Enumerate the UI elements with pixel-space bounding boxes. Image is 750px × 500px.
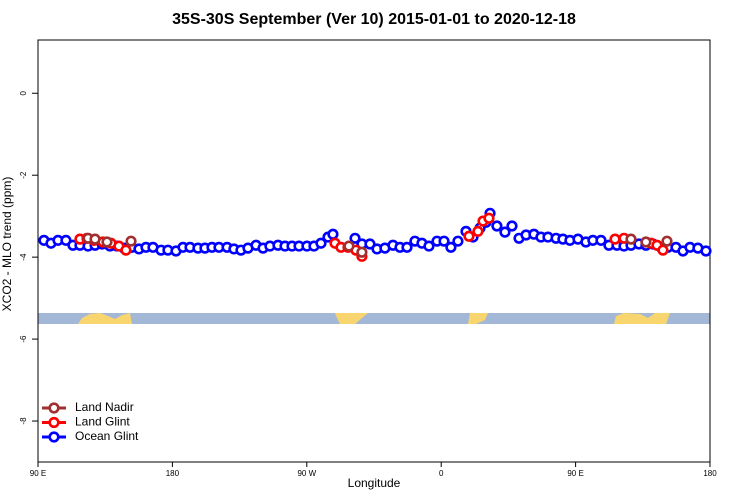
point bbox=[349, 232, 361, 244]
point bbox=[89, 233, 101, 245]
x-tick-label: 90 E bbox=[30, 469, 46, 478]
land bbox=[468, 313, 488, 324]
legend-label: Land Nadir bbox=[75, 400, 134, 414]
point bbox=[356, 246, 368, 258]
point bbox=[506, 220, 518, 232]
point bbox=[438, 235, 450, 247]
point bbox=[343, 240, 355, 252]
legend-marker bbox=[48, 416, 60, 429]
point bbox=[452, 235, 464, 247]
point bbox=[125, 235, 137, 247]
legend-label: Ocean Glint bbox=[75, 429, 139, 443]
point bbox=[445, 241, 457, 253]
y-tick-label: -8 bbox=[19, 417, 28, 425]
point bbox=[491, 220, 503, 232]
point bbox=[657, 244, 669, 256]
y-axis-label: XCO2 - MLO trend (ppm) bbox=[0, 177, 14, 312]
land bbox=[614, 313, 670, 324]
land bbox=[335, 313, 368, 324]
land bbox=[78, 313, 132, 324]
x-tick-label: 0 bbox=[439, 469, 444, 478]
y-tick-label: -2 bbox=[19, 171, 28, 179]
x-tick-label: 90 W bbox=[297, 469, 316, 478]
point bbox=[625, 233, 637, 245]
y-tick-label: -4 bbox=[19, 253, 28, 261]
legend-label: Land Glint bbox=[75, 415, 130, 429]
point bbox=[101, 236, 113, 248]
point bbox=[595, 234, 607, 246]
legend-marker bbox=[48, 402, 60, 414]
point bbox=[609, 233, 621, 245]
point bbox=[315, 237, 327, 249]
point bbox=[499, 226, 511, 238]
y-tick-label: -6 bbox=[19, 335, 28, 343]
point bbox=[327, 228, 339, 240]
point bbox=[423, 240, 435, 252]
legend-marker bbox=[48, 431, 60, 443]
point bbox=[661, 235, 673, 247]
point bbox=[472, 225, 484, 237]
x-tick-label: 180 bbox=[703, 469, 717, 478]
x-tick-label: 90 E bbox=[567, 469, 583, 478]
map-strip bbox=[38, 313, 710, 324]
x-axis-label: Longitude bbox=[348, 476, 401, 490]
x-tick-label: 180 bbox=[166, 469, 180, 478]
chart-title: 35S-30S September (Ver 10) 2015-01-01 to… bbox=[172, 11, 576, 28]
y-tick-label: 0 bbox=[19, 90, 28, 95]
ocean-band bbox=[38, 313, 710, 324]
point bbox=[120, 244, 132, 256]
point bbox=[700, 245, 712, 257]
point bbox=[483, 212, 495, 224]
point bbox=[401, 241, 413, 253]
point bbox=[463, 230, 475, 242]
point bbox=[640, 236, 652, 248]
